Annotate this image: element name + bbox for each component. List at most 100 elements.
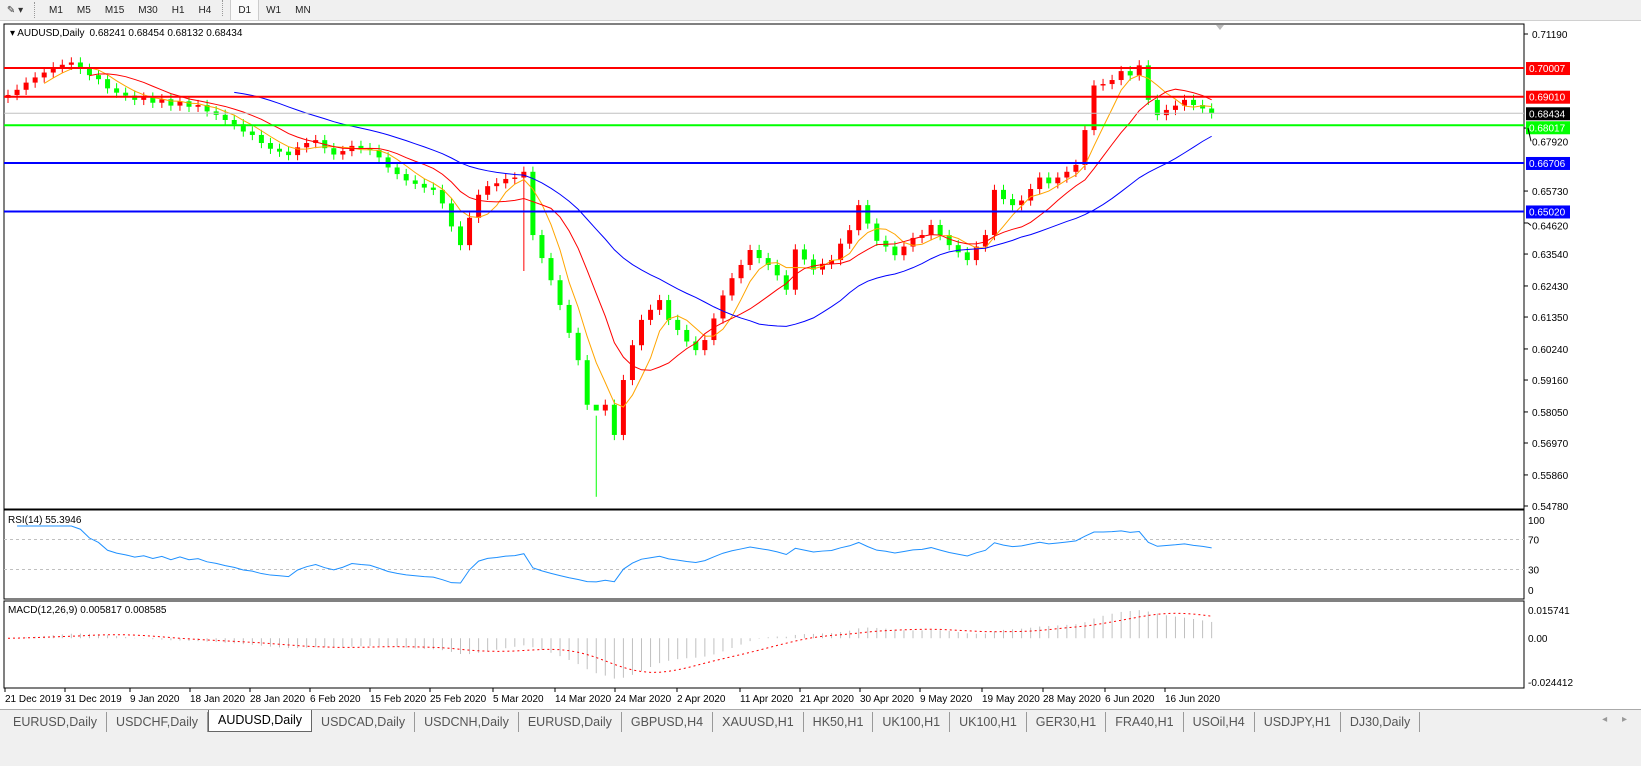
chart-tab[interactable]: USDCHF,Daily	[107, 711, 208, 732]
candle-bullish	[41, 72, 47, 78]
candle-bullish	[141, 97, 147, 100]
chart-tab[interactable]: USDCNH,Daily	[415, 711, 519, 732]
candle-bearish	[114, 88, 120, 93]
chart-tab[interactable]: AUDUSD,Daily	[208, 709, 313, 732]
y-tick-label: 0.63540	[1532, 250, 1569, 261]
price-label: 0.68017	[1529, 123, 1566, 134]
candle-bearish	[964, 252, 970, 261]
timeframe-d1[interactable]: D1	[230, 0, 260, 20]
candle-bearish	[258, 134, 264, 144]
chart-tab[interactable]: USOil,H4	[1184, 711, 1255, 732]
price-label-bg	[1526, 121, 1570, 135]
rsi-title: RSI(14) 55.3946	[8, 515, 82, 526]
y-tick-label: 0.60240	[1532, 345, 1569, 356]
rsi-tick-label: 30	[1528, 566, 1540, 577]
timeframe-w1[interactable]: W1	[266, 4, 282, 16]
timeframe-mn[interactable]: MN	[295, 4, 311, 16]
macd-tick-label: -0.024412	[1528, 678, 1573, 689]
candle-bearish	[593, 404, 599, 411]
candle-bearish	[801, 249, 807, 260]
timeframe-m15[interactable]: M15	[104, 4, 125, 16]
candle-bullish	[14, 89, 20, 95]
y-tick-label: 0.59160	[1532, 376, 1569, 387]
price-chart[interactable]: ▾ AUDUSD,Daily 0.68241 0.68454 0.68132 0.…	[0, 21, 1641, 709]
candle-bullish	[991, 189, 997, 236]
candle-bullish	[856, 205, 862, 231]
toolbar-grip[interactable]	[34, 2, 38, 18]
candle-bullish	[838, 243, 844, 261]
candle-bearish	[376, 149, 382, 158]
macd-tick-label: 0.015741	[1528, 606, 1570, 617]
candle-bearish	[1046, 177, 1052, 184]
candle-bullish	[32, 77, 38, 83]
x-tick-label: 25 Feb 2020	[430, 694, 487, 705]
timeframe-h4[interactable]: H4	[198, 4, 212, 16]
macd-tick-label: 0.00	[1528, 634, 1548, 645]
tab-scroll-arrows[interactable]: ◂ ▸	[1602, 714, 1633, 725]
candle-bearish	[765, 258, 771, 265]
x-tick-label: 28 Jan 2020	[250, 694, 305, 705]
candle-bearish	[1200, 105, 1206, 109]
candle-bearish	[448, 203, 454, 227]
candle-bullish	[847, 230, 853, 244]
timeframe-m5[interactable]: M5	[76, 4, 91, 16]
candle-bullish	[1182, 99, 1187, 106]
y-tick-label: 0.56970	[1532, 439, 1569, 450]
candle-bearish	[1010, 199, 1016, 206]
y-tick-leader	[1527, 222, 1532, 226]
y-tick-label: 0.67920	[1532, 137, 1569, 148]
timeframe-m1[interactable]: M1	[49, 4, 63, 16]
candle-bullish	[1109, 80, 1115, 85]
candle-bullish	[1100, 84, 1106, 86]
candle-bullish	[1091, 85, 1097, 131]
timeframe-h1[interactable]: H1	[171, 4, 185, 16]
candle-bearish	[331, 148, 337, 155]
chart-tab[interactable]: EURUSD,Daily	[519, 711, 622, 732]
candle-bearish	[566, 304, 572, 333]
chart-tab[interactable]: HK50,H1	[804, 711, 874, 732]
candle-bullish	[1172, 105, 1178, 110]
chart-tab[interactable]: EURUSD,Daily	[4, 711, 108, 732]
chart-tab[interactable]: USDCAD,Daily	[312, 711, 416, 732]
chart-tab[interactable]: GBPUSD,H4	[622, 711, 714, 732]
x-tick-label: 9 May 2020	[920, 694, 973, 705]
y-tick-label: 0.64620	[1532, 221, 1569, 232]
candle-bullish	[639, 319, 644, 346]
line-tools-dropdown[interactable]: ✎ ▾	[6, 4, 24, 16]
candle-bullish	[982, 235, 988, 247]
price-label: 0.68434	[1529, 109, 1566, 120]
candle-bullish	[720, 295, 726, 319]
candle-bullish	[829, 260, 835, 264]
chart-tab[interactable]: UK100,H1	[950, 711, 1027, 732]
candle-bullish	[512, 177, 518, 179]
candle-bearish	[1145, 65, 1151, 100]
y-tick-label: 0.62430	[1532, 282, 1569, 293]
chart-tab[interactable]: DJ30,Daily	[1341, 711, 1421, 732]
candle-bearish	[96, 75, 101, 80]
candle-bearish	[249, 131, 255, 135]
candle-bullish	[295, 147, 301, 156]
candle-bullish	[747, 250, 753, 265]
rsi-tick-label: 100	[1528, 516, 1545, 527]
candle-bearish	[575, 332, 581, 361]
chart-tab[interactable]: FRA40,H1	[1106, 711, 1184, 732]
candle-bullish	[485, 186, 491, 195]
candle-bearish	[240, 124, 246, 132]
candle-bearish	[412, 180, 418, 184]
chart-tab[interactable]: USDJPY,H1	[1255, 711, 1341, 732]
candle-bearish	[1154, 99, 1160, 116]
x-tick-label: 6 Feb 2020	[310, 694, 361, 705]
chart-tab[interactable]: XAUUSD,H1	[713, 711, 804, 732]
timeframe-m30[interactable]: M30	[138, 4, 158, 16]
y-tick-leader	[1527, 127, 1532, 142]
chart-tab[interactable]: UK100,H1	[873, 711, 951, 732]
x-tick-label: 16 Jun 2020	[1165, 694, 1220, 705]
chart-tab[interactable]: GER30,H1	[1027, 711, 1107, 732]
rsi-pane	[3, 509, 1525, 600]
x-tick-label: 5 Mar 2020	[493, 694, 544, 705]
candle-bullish	[901, 246, 907, 256]
moving-average-26	[234, 91, 1212, 327]
candle-bullish	[602, 404, 608, 411]
candle-bullish	[50, 67, 56, 73]
price-label: 0.66706	[1529, 159, 1566, 170]
